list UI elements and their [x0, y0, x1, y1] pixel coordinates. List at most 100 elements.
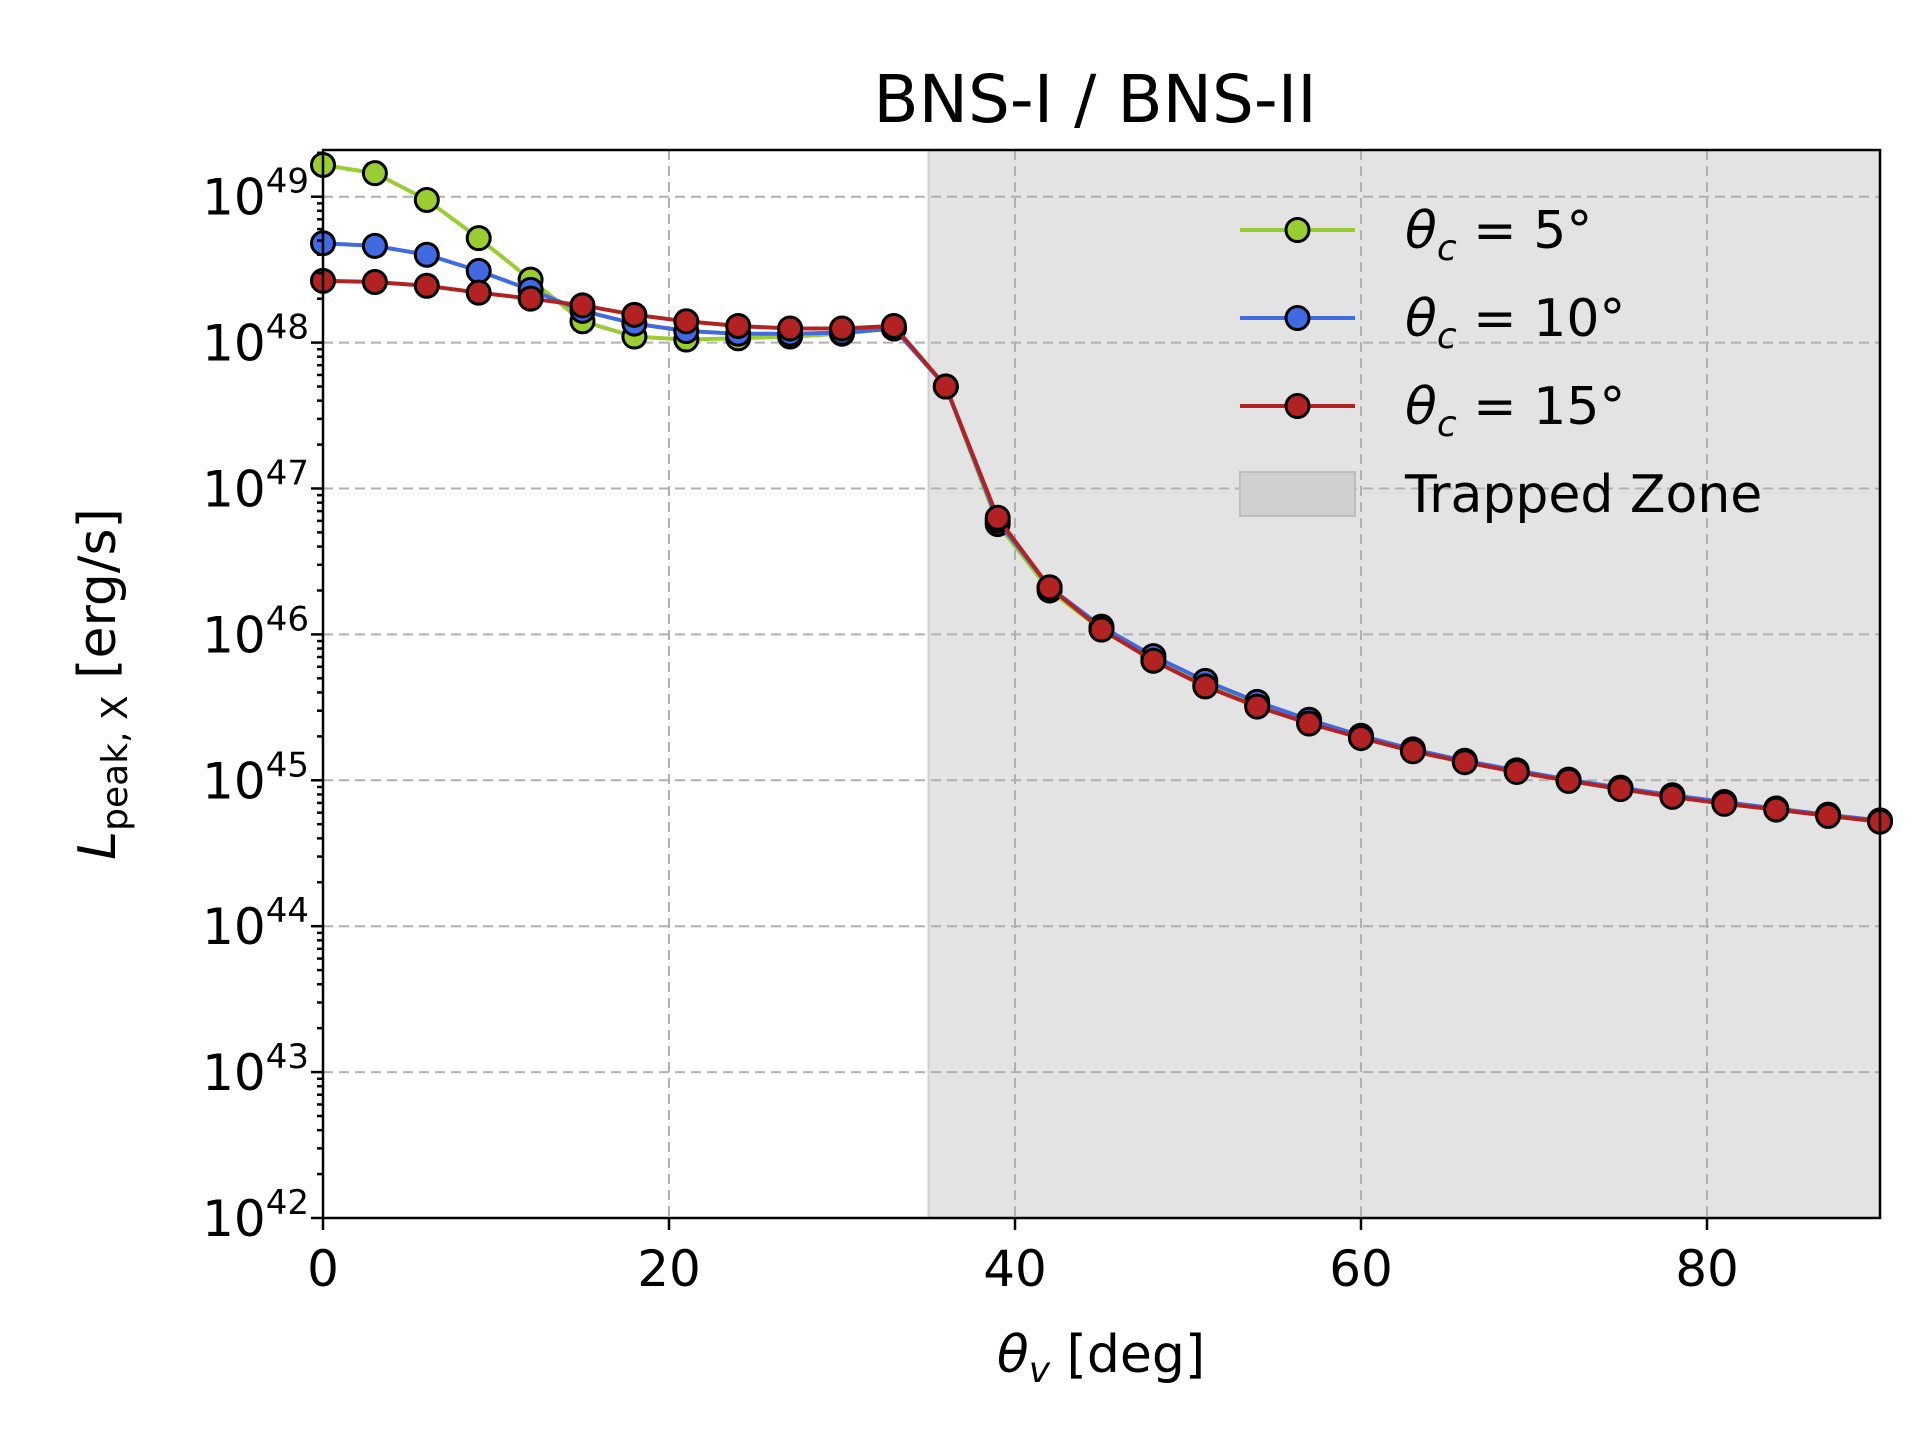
- y-tick-exponent: 48: [266, 308, 309, 348]
- series-point: [777, 315, 804, 342]
- y-tick-exponent: 47: [266, 453, 309, 493]
- series-point: [880, 312, 907, 339]
- y-tick-exponent: 42: [266, 1183, 309, 1223]
- series-point: [1711, 790, 1738, 817]
- y-tick-exponent: 46: [266, 599, 309, 639]
- x-axis-symbol: θ: [997, 1325, 1029, 1385]
- series-point: [517, 285, 544, 312]
- legend-subscript: c: [1437, 228, 1457, 269]
- series-point: [1555, 767, 1582, 794]
- x-axis-unit: [deg]: [1050, 1325, 1205, 1385]
- y-tick-exponent: 43: [266, 1037, 309, 1077]
- series-point: [413, 272, 440, 299]
- series-point: [1503, 758, 1530, 785]
- legend-entry: θc = 10°: [1240, 289, 1625, 357]
- legend-label: θc = 5°: [1405, 201, 1592, 269]
- legend-entry: θc = 15°: [1240, 377, 1625, 445]
- y-tick-base: 10: [202, 752, 266, 810]
- legend-entry: θc = 5°: [1240, 201, 1592, 269]
- x-axis-subscript: v: [1029, 1350, 1051, 1391]
- series-point: [465, 279, 492, 306]
- y-axis-unit: [erg/s]: [68, 508, 128, 695]
- y-tick-base: 10: [202, 460, 266, 518]
- x-tick-label: 20: [637, 1240, 701, 1298]
- y-tick-base: 10: [202, 315, 266, 373]
- x-tick-label: 0: [307, 1240, 339, 1298]
- legend-entry-trapped-zone: Trapped Zone: [1239, 465, 1762, 525]
- y-tick-base: 10: [202, 169, 266, 227]
- legend-value: = 5°: [1457, 201, 1593, 261]
- series-point: [361, 269, 388, 296]
- x-tick-label: 80: [1675, 1240, 1739, 1298]
- y-tick-label: 1044: [202, 891, 309, 956]
- x-tick-label: 40: [983, 1240, 1047, 1298]
- ticks: 0 20 40 60 801042104310441045104610471048104…: [202, 151, 1739, 1298]
- legend-symbol: θ: [1405, 377, 1437, 437]
- series-point: [1088, 616, 1115, 643]
- series-point: [465, 225, 492, 252]
- legend: θc = 5°θc = 10°θc = 15°Trapped Zone: [1239, 201, 1762, 525]
- trapped-zone-region: [928, 150, 1880, 1218]
- y-tick-exponent: 44: [266, 891, 309, 931]
- series-point: [569, 292, 596, 319]
- series-point: [621, 301, 648, 328]
- legend-value: = 10°: [1457, 289, 1626, 349]
- legend-label: Trapped Zone: [1404, 465, 1762, 525]
- series-point: [413, 186, 440, 213]
- legend-label: θc = 15°: [1405, 377, 1625, 445]
- series-point: [1192, 673, 1219, 700]
- series-point: [361, 160, 388, 187]
- legend-value: = 15°: [1457, 377, 1626, 437]
- series-point: [829, 315, 855, 342]
- series-point: [1296, 710, 1323, 737]
- series-point: [1244, 693, 1271, 720]
- series-3: [310, 267, 1893, 835]
- series-point: [1763, 796, 1790, 823]
- series-point: [361, 232, 388, 259]
- legend-subscript: c: [1437, 404, 1457, 445]
- series-point: [1036, 574, 1063, 601]
- legend-subscript: c: [1437, 316, 1457, 357]
- series-point: [725, 312, 752, 339]
- y-tick-label: 1048: [202, 308, 309, 373]
- series-point: [1815, 802, 1842, 829]
- y-tick-base: 10: [202, 898, 266, 956]
- y-tick-base: 10: [202, 606, 266, 664]
- series-point: [413, 241, 440, 268]
- y-tick-base: 10: [202, 1190, 266, 1248]
- y-axis-symbol: L: [68, 831, 128, 860]
- series-point: [984, 504, 1011, 531]
- series-point: [1659, 783, 1686, 810]
- series-layer: [310, 151, 1893, 835]
- y-tick-label: 1047: [202, 453, 309, 518]
- legend-marker: [1284, 217, 1311, 243]
- y-tick-label: 1049: [202, 162, 309, 227]
- series-point: [465, 257, 492, 284]
- legend-label: θc = 10°: [1405, 289, 1625, 357]
- series-point: [1348, 724, 1374, 751]
- axes-frame: [321, 148, 1882, 1220]
- x-axis-label: θv [deg]: [997, 1325, 1205, 1391]
- x-tick-label: 60: [1329, 1240, 1393, 1298]
- series-point: [1399, 738, 1426, 765]
- series-point: [1140, 647, 1167, 674]
- legend-symbol: θ: [1405, 289, 1437, 349]
- y-tick-label: 1045: [202, 745, 309, 810]
- y-axis-subscript: peak, X: [95, 695, 136, 830]
- chart-title: BNS-I / BNS-II: [873, 61, 1316, 138]
- y-tick-label: 1046: [202, 599, 309, 664]
- y-tick-exponent: 45: [266, 745, 309, 785]
- series-point: [1607, 776, 1634, 803]
- series-point: [932, 373, 959, 400]
- y-axis-label: Lpeak, X [erg/s]: [68, 508, 136, 860]
- legend-marker: [1284, 393, 1311, 419]
- legend-symbol: θ: [1405, 201, 1437, 261]
- series-point: [1451, 749, 1478, 776]
- plot-area: 0 20 40 60 801042104310441045104610471048104…: [202, 148, 1893, 1298]
- y-tick-exponent: 49: [266, 162, 309, 202]
- legend-marker: [1284, 305, 1311, 331]
- y-tick-label: 1043: [202, 1037, 309, 1102]
- y-tick-base: 10: [202, 1044, 266, 1102]
- y-tick-label: 1042: [202, 1183, 309, 1248]
